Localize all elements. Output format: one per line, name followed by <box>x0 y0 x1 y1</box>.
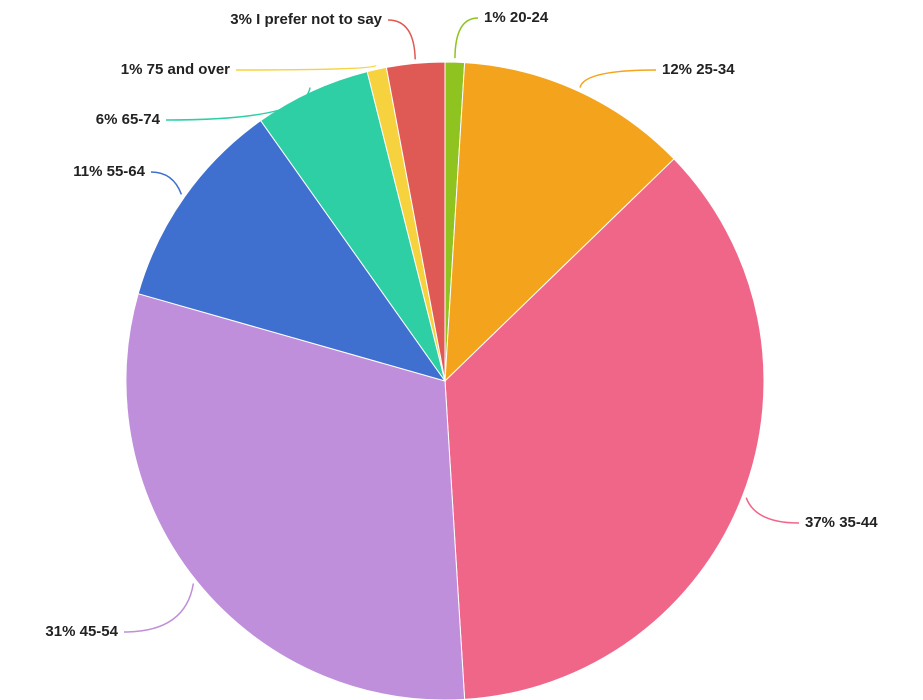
leader-line <box>123 583 195 633</box>
slice-label: 11% 55-64 <box>73 163 145 180</box>
slice-label: 12% 25-34 <box>662 61 735 78</box>
leader-line <box>579 69 657 88</box>
pie-slice <box>444 158 765 700</box>
value-label: 12% <box>662 61 692 78</box>
value-label: 3% <box>230 11 252 28</box>
leader-line <box>165 87 311 121</box>
value-label: 1% <box>484 9 506 26</box>
pie-slice <box>444 62 675 383</box>
slice-label: 1% 75 and over <box>121 61 230 78</box>
value-label: 31% <box>45 623 75 640</box>
category-label: 35-44 <box>839 514 878 531</box>
value-label: 6% <box>96 111 118 128</box>
pie-slice <box>137 119 447 382</box>
leader-line <box>454 17 479 59</box>
slice-label: 3% I prefer not to say <box>230 11 382 28</box>
value-label: 1% <box>121 61 143 78</box>
leader-line <box>235 64 377 71</box>
category-label: 55-64 <box>107 163 146 180</box>
category-label: I prefer not to say <box>256 11 383 28</box>
leader-line <box>150 171 183 195</box>
leader-line <box>387 19 416 60</box>
slice-label: 1% 20-24 <box>484 9 549 26</box>
slice-label: 6% 65-74 <box>96 111 161 128</box>
category-label: 75 and over <box>147 61 231 78</box>
category-label: 20-24 <box>510 9 549 26</box>
value-label: 37% <box>805 514 835 531</box>
slice-label: 31% 45-54 <box>45 623 118 640</box>
leader-line <box>745 497 800 524</box>
pie-slice <box>385 61 446 382</box>
value-label: 11% <box>73 163 102 180</box>
slice-label: 37% 35-44 <box>805 514 878 531</box>
category-label: 45-54 <box>80 623 119 640</box>
pie-slice <box>125 293 466 700</box>
category-label: 25-34 <box>696 61 735 78</box>
category-label: 65-74 <box>122 111 161 128</box>
